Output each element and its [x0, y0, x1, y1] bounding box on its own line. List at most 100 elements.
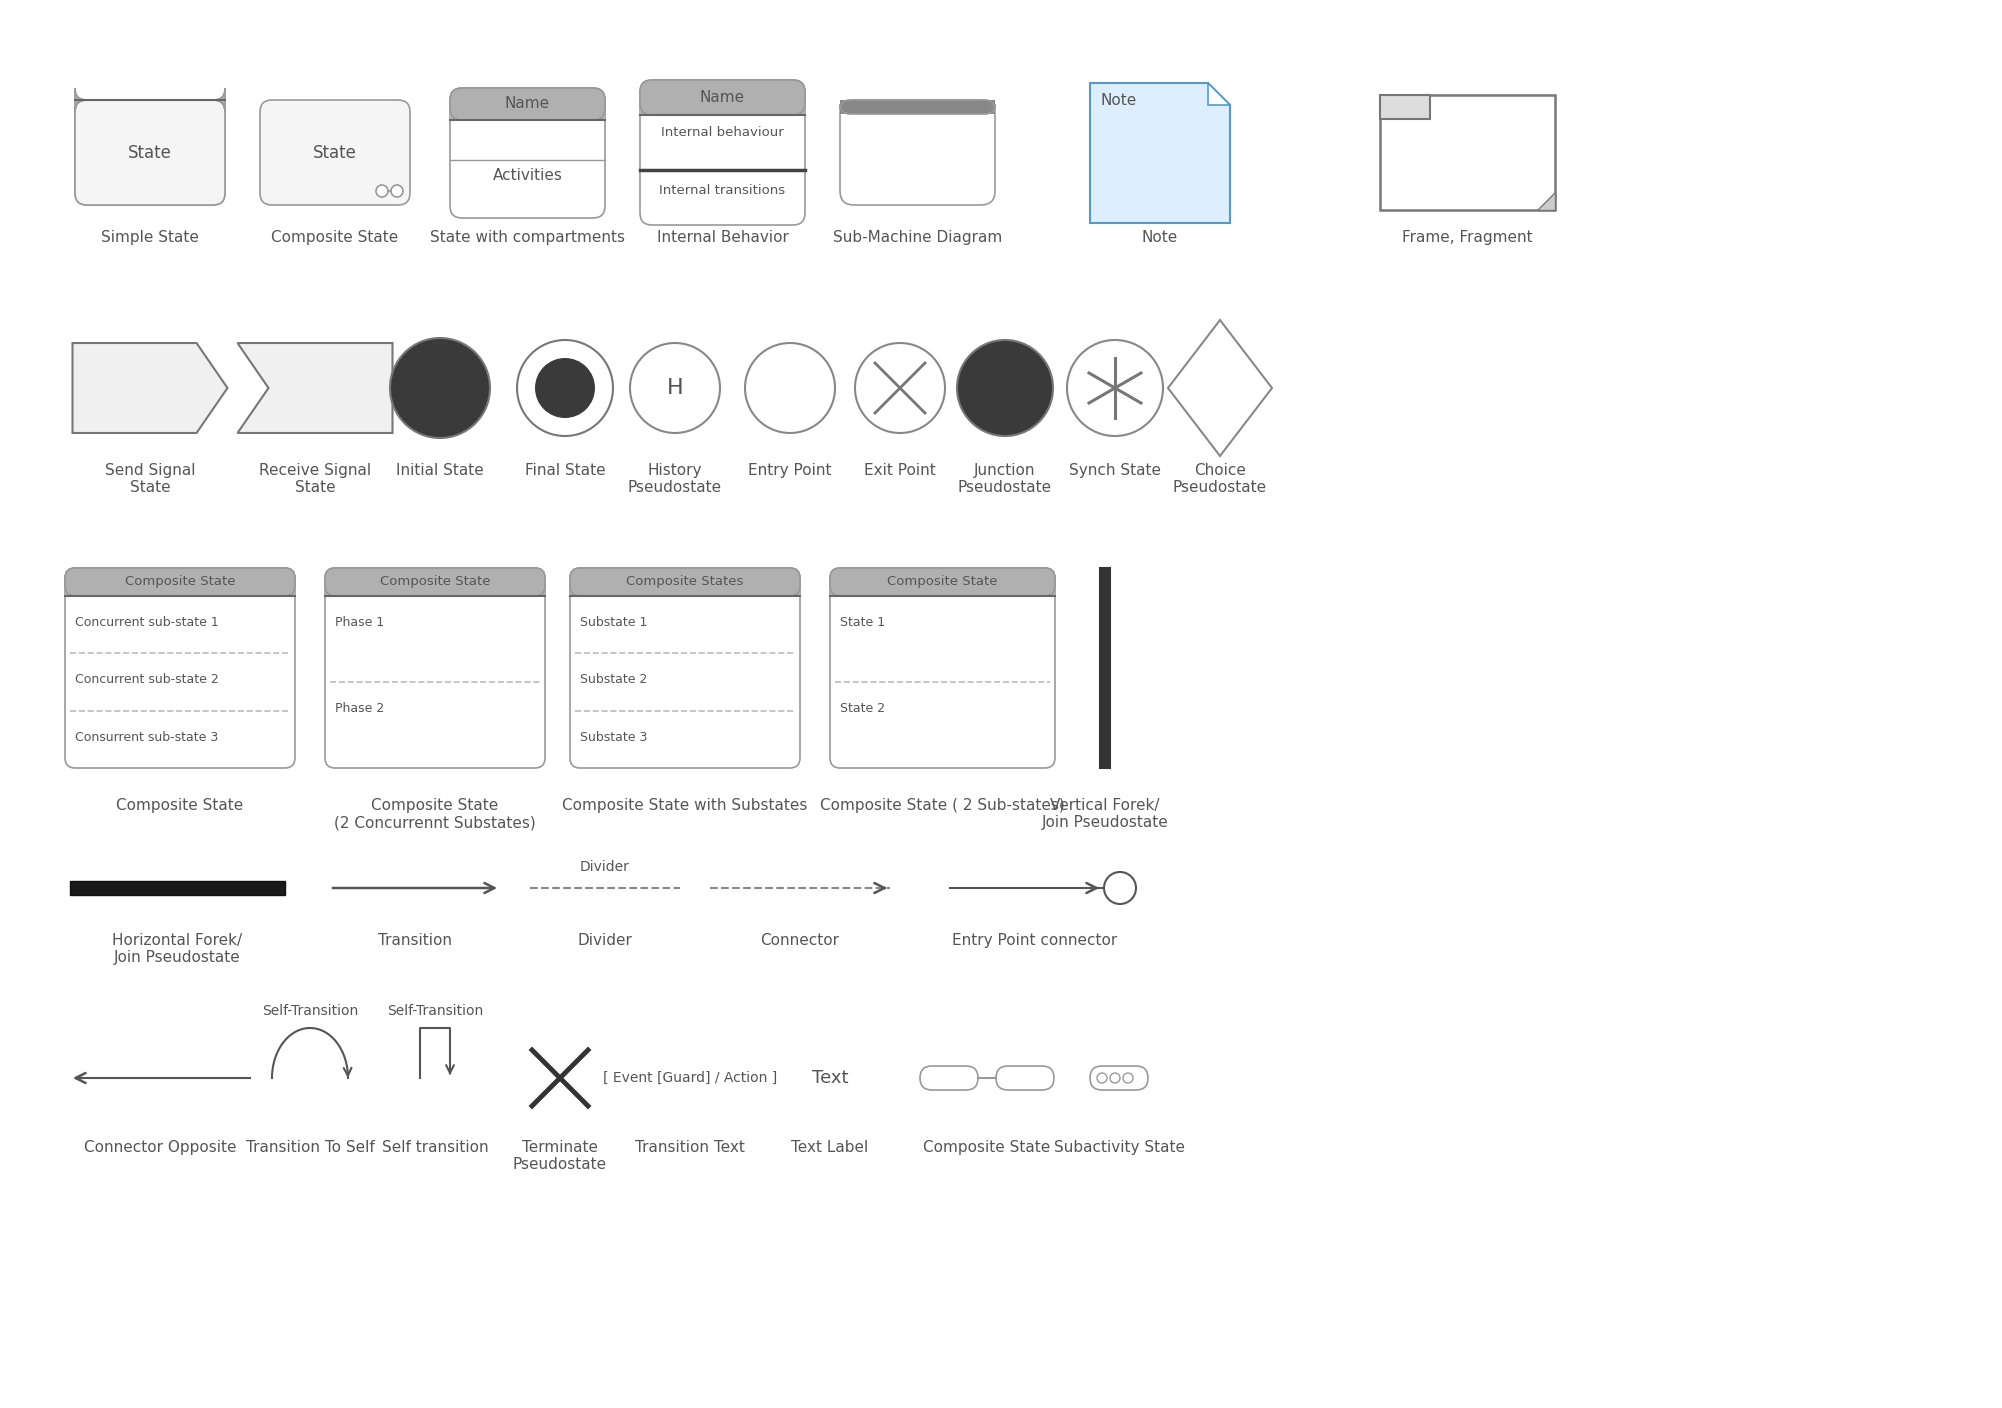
Text: Initial State: Initial State — [396, 463, 484, 477]
FancyBboxPatch shape — [324, 567, 545, 767]
Polygon shape — [1538, 191, 1556, 210]
FancyBboxPatch shape — [324, 567, 545, 596]
Bar — [571, 582, 801, 596]
Text: Entry Point: Entry Point — [749, 463, 831, 477]
Circle shape — [631, 344, 721, 434]
Text: Phase 1: Phase 1 — [334, 617, 384, 629]
Circle shape — [1109, 1073, 1119, 1083]
Text: Vertical Forek/
Join Pseudostate: Vertical Forek/ Join Pseudostate — [1041, 798, 1169, 831]
Text: Internal Behavior: Internal Behavior — [657, 230, 789, 245]
Text: Text: Text — [811, 1069, 849, 1087]
Bar — [324, 582, 545, 596]
Circle shape — [745, 344, 835, 434]
Text: Composite State: Composite State — [116, 798, 244, 812]
Text: Concurrent sub-state 1: Concurrent sub-state 1 — [74, 617, 218, 629]
FancyBboxPatch shape — [571, 567, 801, 596]
Circle shape — [1123, 1073, 1133, 1083]
Text: Synch State: Synch State — [1069, 463, 1161, 477]
Bar — [831, 582, 1055, 596]
Text: Internal behaviour: Internal behaviour — [661, 127, 785, 139]
Text: Composite State: Composite State — [887, 576, 997, 589]
Text: [ Event [Guard] / Action ]: [ Event [Guard] / Action ] — [603, 1071, 777, 1086]
Text: Self transition: Self transition — [382, 1140, 488, 1155]
Text: Composite State ( 2 Sub-states): Composite State ( 2 Sub-states) — [821, 798, 1065, 812]
FancyBboxPatch shape — [921, 1066, 979, 1090]
Text: State 2: State 2 — [841, 703, 885, 715]
FancyBboxPatch shape — [64, 567, 294, 767]
FancyBboxPatch shape — [641, 80, 805, 225]
Circle shape — [517, 339, 613, 436]
Bar — [450, 104, 605, 120]
Text: Composite State: Composite State — [923, 1140, 1051, 1155]
Circle shape — [1097, 1073, 1107, 1083]
FancyBboxPatch shape — [641, 80, 805, 115]
FancyBboxPatch shape — [997, 1066, 1053, 1090]
Text: Terminate
Pseudostate: Terminate Pseudostate — [513, 1140, 607, 1173]
Text: Horizontal Forek/
Join Pseudostate: Horizontal Forek/ Join Pseudostate — [112, 934, 242, 966]
Text: Self-Transition: Self-Transition — [386, 1004, 482, 1018]
Text: Substate 2: Substate 2 — [581, 673, 647, 686]
Text: Entry Point connector: Entry Point connector — [953, 934, 1117, 948]
Text: Frame, Fragment: Frame, Fragment — [1401, 230, 1534, 245]
FancyBboxPatch shape — [74, 100, 224, 206]
Circle shape — [1067, 339, 1163, 436]
Text: Send Signal
State: Send Signal State — [104, 463, 196, 496]
Text: Note: Note — [1099, 93, 1137, 108]
Text: Connector: Connector — [761, 934, 839, 948]
FancyBboxPatch shape — [64, 567, 294, 596]
FancyBboxPatch shape — [841, 100, 995, 114]
Text: Transition Text: Transition Text — [635, 1140, 745, 1155]
Text: Sub-Machine Diagram: Sub-Machine Diagram — [833, 230, 1003, 245]
Text: State with compartments: State with compartments — [430, 230, 625, 245]
Circle shape — [376, 184, 388, 197]
Text: Composite State with Substates: Composite State with Substates — [563, 798, 807, 812]
Text: Junction
Pseudostate: Junction Pseudostate — [957, 463, 1053, 496]
Polygon shape — [72, 344, 228, 434]
Text: Divider: Divider — [577, 934, 633, 948]
Circle shape — [390, 184, 402, 197]
Text: Text Label: Text Label — [791, 1140, 869, 1155]
Text: Concurrent sub-state 2: Concurrent sub-state 2 — [74, 673, 218, 686]
Text: Substate 3: Substate 3 — [581, 731, 647, 743]
Text: State: State — [312, 144, 356, 162]
Text: Consurrent sub-state 3: Consurrent sub-state 3 — [74, 731, 218, 743]
Bar — [70, 881, 284, 895]
FancyBboxPatch shape — [450, 87, 605, 218]
Text: Phase 2: Phase 2 — [334, 703, 384, 715]
Circle shape — [535, 358, 595, 418]
Text: Composite State: Composite State — [380, 576, 490, 589]
FancyBboxPatch shape — [260, 100, 410, 206]
Polygon shape — [238, 344, 392, 434]
FancyBboxPatch shape — [831, 567, 1055, 596]
Text: Choice
Pseudostate: Choice Pseudostate — [1173, 463, 1267, 496]
Circle shape — [390, 338, 490, 438]
Bar — [1379, 94, 1429, 120]
Text: Composite State: Composite State — [272, 230, 398, 245]
Text: Composite State: Composite State — [124, 576, 236, 589]
Text: Self-Transition: Self-Transition — [262, 1004, 358, 1018]
Text: Transition: Transition — [378, 934, 452, 948]
FancyBboxPatch shape — [1089, 1066, 1147, 1090]
FancyBboxPatch shape — [74, 87, 224, 113]
Bar — [64, 582, 294, 596]
Polygon shape — [1089, 83, 1229, 222]
Text: H: H — [667, 377, 683, 398]
Text: Substate 1: Substate 1 — [581, 617, 647, 629]
FancyBboxPatch shape — [571, 567, 801, 767]
Text: Connector Opposite: Connector Opposite — [84, 1140, 236, 1155]
Bar — [641, 97, 805, 115]
Bar — [1099, 567, 1109, 767]
Text: Note: Note — [1141, 230, 1177, 245]
Text: Internal transitions: Internal transitions — [659, 183, 785, 197]
Text: Simple State: Simple State — [100, 230, 198, 245]
FancyBboxPatch shape — [450, 87, 605, 120]
Text: Final State: Final State — [525, 463, 605, 477]
Text: Subactivity State: Subactivity State — [1053, 1140, 1185, 1155]
Text: History
Pseudostate: History Pseudostate — [629, 463, 723, 496]
Text: Name: Name — [701, 90, 745, 106]
Text: Name: Name — [505, 97, 551, 111]
Text: Exit Point: Exit Point — [865, 463, 935, 477]
Text: Transition To Self: Transition To Self — [246, 1140, 374, 1155]
Text: Composite State
(2 Concurrennt Substates): Composite State (2 Concurrennt Substates… — [334, 798, 537, 831]
Text: Composite States: Composite States — [627, 576, 743, 589]
